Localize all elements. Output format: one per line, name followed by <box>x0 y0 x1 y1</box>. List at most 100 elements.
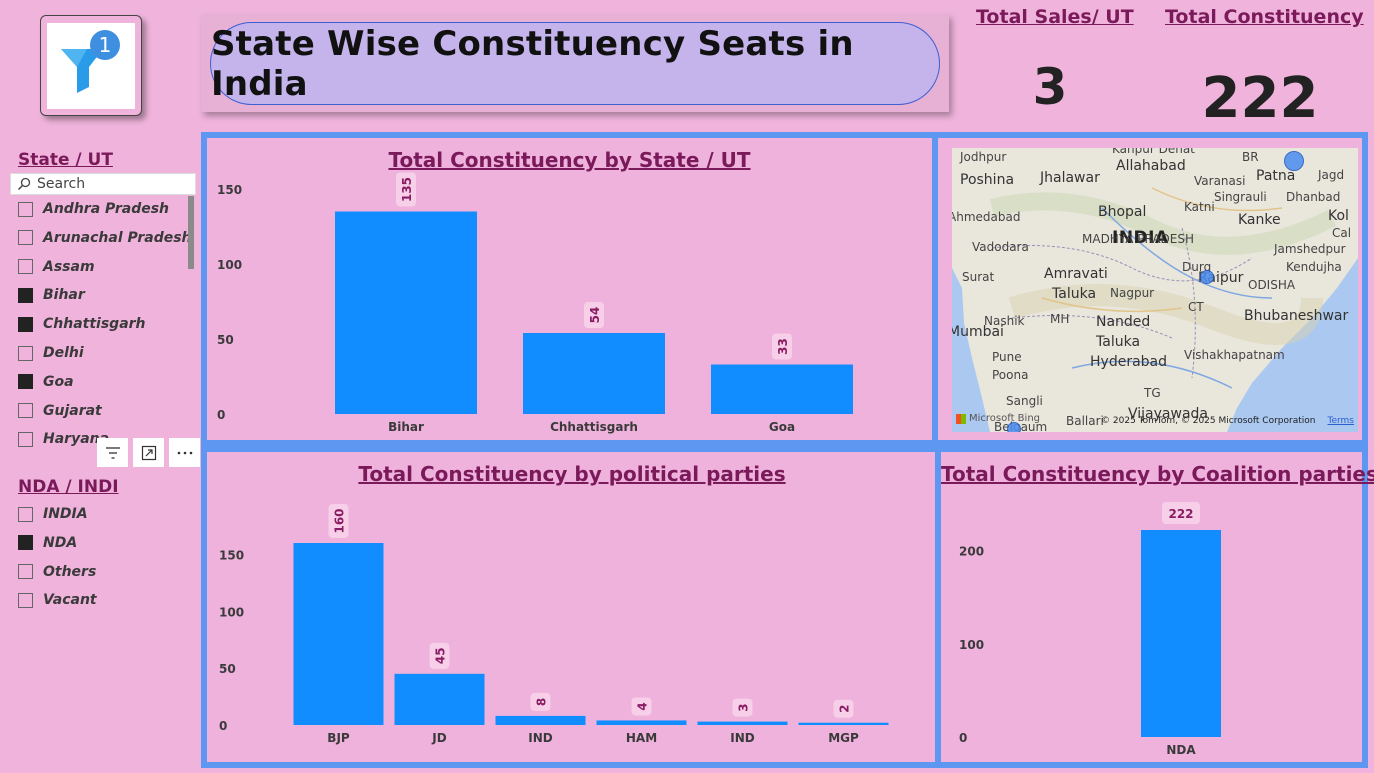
coalition-item[interactable]: Vacant <box>18 589 97 611</box>
svg-text:54: 54 <box>588 307 602 324</box>
map-city-label: Poona <box>992 368 1029 382</box>
state-item-label: Delhi <box>43 345 84 361</box>
state-item[interactable]: Haryana <box>18 428 109 450</box>
bar[interactable] <box>798 722 889 725</box>
map-bubble[interactable] <box>1007 422 1021 432</box>
checkbox-unchecked[interactable] <box>18 201 33 217</box>
filter-lines-icon <box>105 446 120 459</box>
checkbox-unchecked[interactable] <box>18 592 33 608</box>
map-credit-text: © 2025 TomTom, © 2025 Microsoft Corporat… <box>1101 416 1316 426</box>
x-tick-label: Chhattisgarh <box>550 420 638 434</box>
map-city-label: Amravati <box>1044 266 1108 282</box>
coalition-item[interactable]: INDIA <box>18 503 88 525</box>
state-item[interactable]: Gujarat <box>18 400 102 422</box>
state-item[interactable]: Assam <box>18 256 95 278</box>
map-city-label: Bhopal <box>1098 204 1147 220</box>
microsoft-logo-icon <box>956 413 966 424</box>
coalition-item[interactable]: Others <box>18 561 96 583</box>
state-item[interactable]: Arunachal Pradesh <box>18 227 192 249</box>
logo-badge-number: 1 <box>99 33 112 57</box>
map-city-label: MADHYA PRADESH <box>1082 232 1195 246</box>
x-tick-label: Bihar <box>388 420 424 434</box>
bar-chart-svg: 0 50 100 150 Bihar 135 Chhattisgarh 54 Goa 33 <box>217 172 853 434</box>
data-label: 3 <box>732 698 753 717</box>
data-label: 33 <box>772 333 792 360</box>
bar[interactable] <box>335 211 477 415</box>
bar[interactable] <box>523 333 665 414</box>
kpi-total-ut-value: 3 <box>1032 58 1068 116</box>
checkbox-checked[interactable] <box>18 287 33 303</box>
more-options-button[interactable] <box>169 438 200 467</box>
checkbox-unchecked[interactable] <box>18 259 33 275</box>
checkbox-unchecked[interactable] <box>18 230 33 246</box>
map-city-label: TG <box>1144 386 1161 400</box>
bar[interactable] <box>596 720 687 725</box>
title-card: State Wise Constituency Seats in India <box>201 14 949 112</box>
map-city-label: Kanke <box>1238 212 1281 228</box>
chart-by-party[interactable]: Total Constituency by political parties … <box>201 446 943 768</box>
checkbox-checked[interactable] <box>18 374 33 390</box>
map-city-label: Hyderabad <box>1090 354 1167 370</box>
svg-text:3: 3 <box>737 703 751 711</box>
chart-by-party-title: Total Constituency by political parties <box>358 462 786 486</box>
svg-text:160: 160 <box>333 508 347 533</box>
state-item[interactable]: Chhattisgarh <box>18 313 146 335</box>
map-city-label: Allahabad <box>1116 158 1186 174</box>
bar[interactable] <box>394 673 485 725</box>
data-label: 135 <box>396 172 416 207</box>
checkbox-unchecked[interactable] <box>18 345 33 361</box>
bar-chart-svg: 0 50 100 150 BJP 160 JD 45 IND 8 HAM 4 IND 3 MGP 2 <box>219 504 889 745</box>
svg-text:2: 2 <box>838 705 852 713</box>
map-city-label: CT <box>1188 300 1204 314</box>
data-label: 8 <box>530 692 551 711</box>
map-bubble[interactable] <box>1284 151 1304 171</box>
map-city-label: Cal <box>1332 226 1352 240</box>
x-tick-label: IND <box>730 731 755 745</box>
page-title: State Wise Constituency Seats in India <box>211 23 854 104</box>
coalition-item-label: NDA <box>43 534 78 551</box>
checkbox-unchecked[interactable] <box>18 403 33 419</box>
map-city-label: Taluka <box>1052 286 1097 302</box>
checkbox-unchecked[interactable] <box>18 431 33 447</box>
bar[interactable] <box>1141 530 1221 737</box>
data-label: 45 <box>429 642 450 669</box>
checkbox-checked[interactable] <box>18 316 33 332</box>
checkbox-checked[interactable] <box>18 535 33 551</box>
bar[interactable] <box>293 543 384 725</box>
chart-by-state[interactable]: Total Constituency by State / UT 0 50 100 1… <box>201 132 938 446</box>
svg-text:33: 33 <box>776 338 790 355</box>
map-city-label: Bhubaneshwar <box>1244 308 1349 324</box>
chart-by-coalition[interactable]: Total Constituency by Coalition parties … <box>935 446 1374 768</box>
kpi-total-constituency-label: Total Constituency <box>1165 6 1364 28</box>
focus-mode-button[interactable] <box>133 438 164 467</box>
y-tick-label: 100 <box>219 605 244 619</box>
map-visual[interactable]: Jodhpur Jhalawar Allahabad Varanasi Patna Jag… <box>932 132 1368 446</box>
map-city-label: Kanpur Dehat <box>1112 148 1195 156</box>
map-city-label: Ahmedabad <box>952 210 1021 224</box>
state-slicer-scrollbar[interactable] <box>188 196 194 269</box>
map-provider-logo: Microsoft Bing <box>956 413 1040 424</box>
state-item[interactable]: Andhra Pradesh <box>18 198 169 220</box>
map-city-label: Mumbai <box>952 324 1004 340</box>
map-city-label: Taluka <box>1096 334 1141 350</box>
bar[interactable] <box>495 715 586 725</box>
coalition-item[interactable]: NDA <box>18 532 77 554</box>
india-map[interactable]: Jodhpur Jhalawar Allahabad Varanasi Patna Jag… <box>952 148 1358 432</box>
map-city-label: Sangli <box>1006 394 1043 408</box>
map-city-label: Vishakhapatnam <box>1184 348 1285 362</box>
state-item[interactable]: Delhi <box>18 342 84 364</box>
bar[interactable] <box>711 364 853 415</box>
bar[interactable] <box>697 721 788 725</box>
map-terms-link[interactable]: Terms <box>1327 416 1354 426</box>
state-item[interactable]: Bihar <box>18 284 85 306</box>
checkbox-unchecked[interactable] <box>18 506 33 522</box>
state-item[interactable]: Goa <box>18 371 74 393</box>
data-label: 54 <box>584 302 604 328</box>
state-search-input[interactable]: Search <box>10 173 196 195</box>
filter-lines-button[interactable] <box>97 438 128 467</box>
map-bubble[interactable] <box>1200 270 1214 284</box>
checkbox-unchecked[interactable] <box>18 564 33 580</box>
x-tick-label: IND <box>528 731 553 745</box>
x-tick-label: JD <box>431 731 446 745</box>
chart-by-coalition-title: Total Constituency by Coalition parties <box>941 462 1374 486</box>
